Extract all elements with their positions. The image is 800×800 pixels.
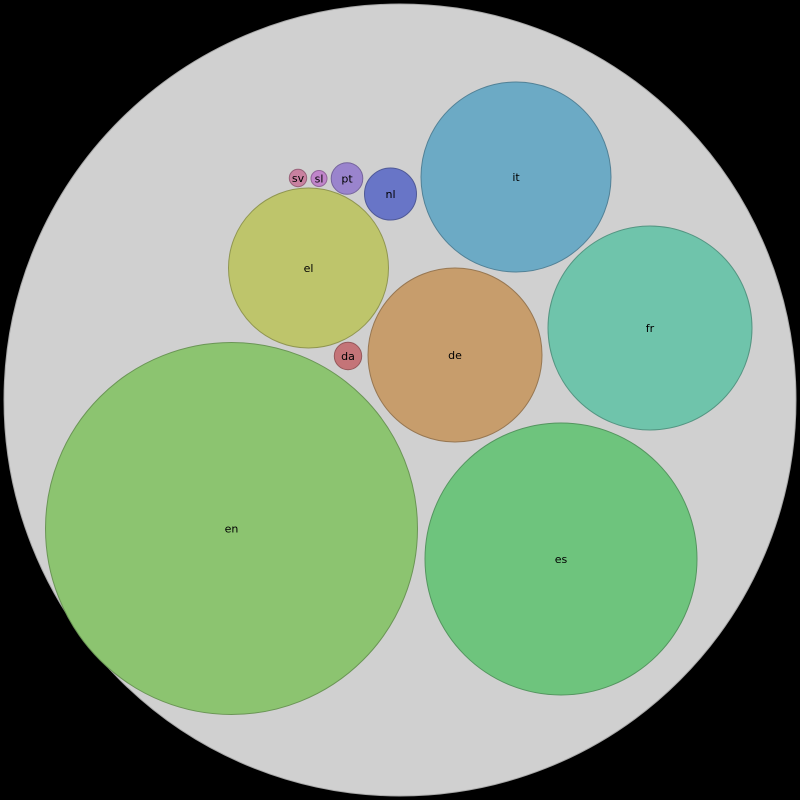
bubble-en xyxy=(45,342,418,715)
bubble-de xyxy=(367,267,543,443)
bubble-pt xyxy=(330,162,364,195)
bubble-nl xyxy=(364,167,417,221)
bubble-el xyxy=(228,187,389,349)
bubble-fr xyxy=(547,225,753,431)
bubble-it xyxy=(420,81,612,273)
bubble-es xyxy=(424,422,698,696)
bubble-da xyxy=(333,341,363,371)
bubble-sv xyxy=(288,168,308,188)
bubble-sl xyxy=(310,170,328,187)
